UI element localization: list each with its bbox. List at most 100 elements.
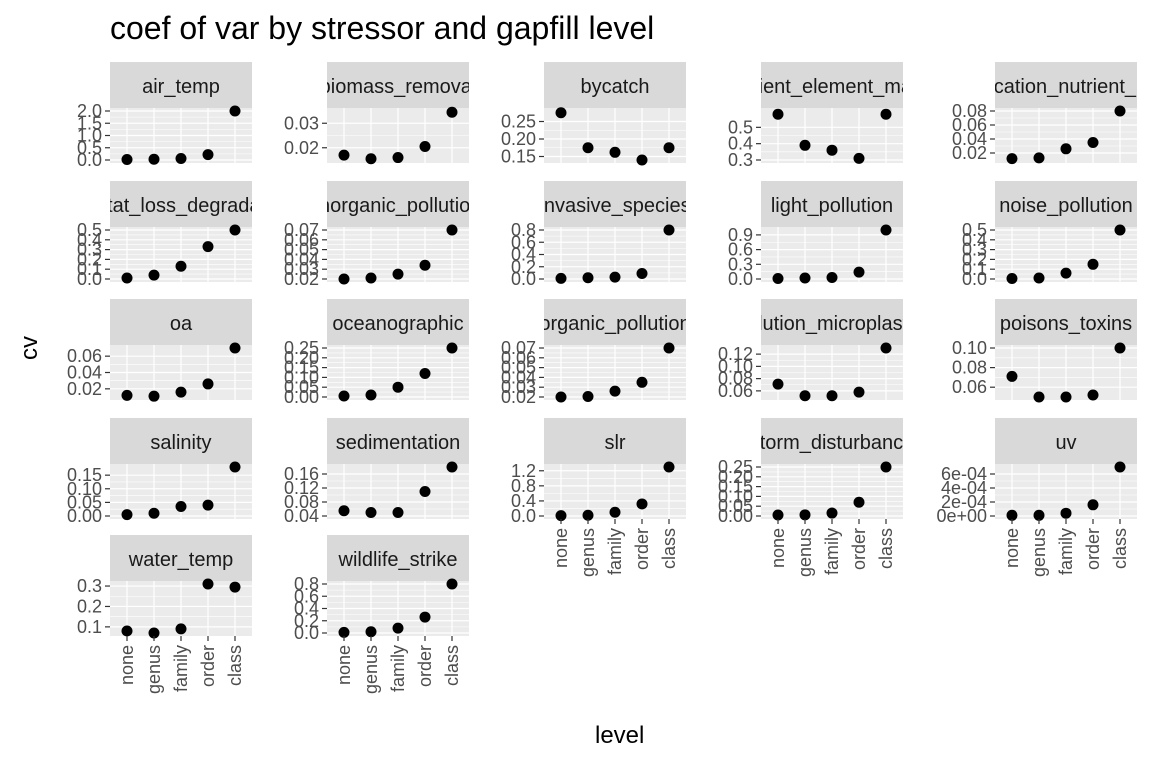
x-tick-label: none bbox=[117, 645, 137, 685]
y-tick-label: 0.8 bbox=[511, 476, 536, 496]
data-point bbox=[582, 391, 594, 403]
data-point bbox=[799, 509, 811, 521]
data-point bbox=[609, 146, 621, 158]
y-tick-label: 0.0 bbox=[77, 150, 102, 170]
y-tick-label: 0.6 bbox=[511, 232, 536, 252]
x-tick-label: none bbox=[1002, 528, 1022, 568]
y-tick-label: 2e-04 bbox=[941, 492, 987, 512]
facet-panel: inorganic_pollution 0.020.030.040.050.060… bbox=[284, 181, 469, 289]
data-point bbox=[1087, 389, 1099, 401]
data-point bbox=[121, 389, 133, 401]
y-tick-label: 0.12 bbox=[284, 478, 319, 498]
x-tick-label: family bbox=[605, 528, 625, 575]
data-point bbox=[853, 386, 865, 398]
x-tick-label: order bbox=[632, 528, 652, 570]
y-tick-label: 0.00 bbox=[67, 506, 102, 526]
y-tick-label: 0.1 bbox=[77, 617, 102, 637]
y-tick-label: 0.6 bbox=[294, 586, 319, 606]
y-tick-label: 0.5 bbox=[728, 117, 753, 137]
y-tick-label: 0.12 bbox=[718, 344, 753, 364]
y-tick-label: 0.06 bbox=[952, 377, 987, 397]
data-point bbox=[338, 149, 350, 161]
facet-panel: water_temp 0.10.20.3 none genus family order c… bbox=[77, 535, 252, 694]
chart-title: coef of var by stressor and gapfill leve… bbox=[110, 10, 655, 46]
facet-panel: organic_pollution 0.020.030.040.050.060.0… bbox=[501, 299, 690, 407]
data-point bbox=[555, 272, 567, 284]
facet-panel: air_temp 0.00.51.01.52.0 bbox=[77, 62, 252, 170]
y-tick-label: 0.00 bbox=[718, 506, 753, 526]
y-tick-label: 0.05 bbox=[718, 496, 753, 516]
data-point bbox=[202, 241, 214, 253]
y-tick-label: 0.10 bbox=[67, 479, 102, 499]
y-tick-label: 1.0 bbox=[77, 126, 102, 146]
x-tick-label: order bbox=[198, 645, 218, 687]
y-tick-label: 0.03 bbox=[284, 259, 319, 279]
data-point bbox=[1006, 509, 1018, 521]
facet-panel: nutrient_element_macro 0.30.40.5 bbox=[728, 62, 903, 170]
data-point bbox=[1114, 461, 1126, 473]
facet-strip-label: habitat_loss_degradation bbox=[69, 195, 293, 217]
x-tick-label: genus bbox=[578, 528, 598, 577]
data-point bbox=[826, 390, 838, 402]
x-tick-label: family bbox=[1056, 528, 1076, 575]
data-point bbox=[338, 626, 350, 638]
data-point bbox=[121, 509, 133, 521]
facet-panel: noise_pollution 0.00.10.20.30.40.5 bbox=[962, 181, 1137, 289]
data-point bbox=[772, 509, 784, 521]
data-point bbox=[148, 390, 160, 402]
data-point bbox=[1060, 391, 1072, 403]
data-point bbox=[446, 461, 458, 473]
data-point bbox=[1060, 507, 1072, 519]
x-tick-label: none bbox=[768, 528, 788, 568]
data-point bbox=[772, 108, 784, 120]
data-point bbox=[338, 273, 350, 285]
data-point bbox=[555, 107, 567, 119]
facet-strip bbox=[544, 62, 686, 108]
y-tick-label: 0.20 bbox=[284, 348, 319, 368]
facet-strip-label: uv bbox=[1055, 432, 1076, 454]
y-tick-label: 0.4 bbox=[728, 134, 753, 154]
x-tick-label: genus bbox=[795, 528, 815, 577]
facet-panel: salinity 0.000.050.100.15 bbox=[67, 418, 252, 526]
y-tick-label: 0.3 bbox=[728, 254, 753, 274]
facet-panel: oceanographic 0.000.050.100.150.200.25 bbox=[284, 299, 469, 407]
y-tick-label: 0.10 bbox=[718, 356, 753, 376]
y-tick-label: 0.08 bbox=[718, 369, 753, 389]
facet-strip-label: invasive_species bbox=[539, 195, 690, 217]
facet-strip-label: oceanographic bbox=[332, 313, 463, 335]
data-point bbox=[338, 505, 350, 517]
y-tick-label: 0.02 bbox=[284, 269, 319, 289]
x-tick-label: genus bbox=[144, 645, 164, 694]
y-tick-label: 0.25 bbox=[501, 112, 536, 132]
y-tick-label: 0.02 bbox=[501, 387, 536, 407]
data-point bbox=[1060, 143, 1072, 155]
y-tick-label: 0.0 bbox=[511, 506, 536, 526]
facet-strip-label: wildlife_strike bbox=[338, 549, 458, 571]
facet-panel: poisons_toxins 0.060.080.10 bbox=[952, 299, 1137, 403]
facet-panel: eutrophication_nutrient_pollution0.020.0… bbox=[952, 62, 1137, 165]
data-point bbox=[365, 389, 377, 401]
data-point bbox=[799, 272, 811, 284]
y-tick-label: 0.4 bbox=[77, 230, 102, 250]
x-tick-label: genus bbox=[361, 645, 381, 694]
data-point bbox=[229, 461, 241, 473]
data-point bbox=[148, 507, 160, 519]
facet-strip bbox=[327, 62, 469, 108]
facet-panel: wildlife_strike 0.00.20.40.60.8 none genus f… bbox=[294, 535, 469, 694]
facet-strip-label: slr bbox=[604, 432, 625, 454]
data-point bbox=[175, 500, 187, 512]
y-tick-label: 0.2 bbox=[962, 249, 987, 269]
data-point bbox=[609, 271, 621, 283]
data-point bbox=[772, 378, 784, 390]
y-tick-label: 0.05 bbox=[67, 492, 102, 512]
facet-strip-label: organic_pollution bbox=[539, 313, 690, 335]
data-point bbox=[636, 376, 648, 388]
data-point bbox=[799, 390, 811, 402]
data-point bbox=[392, 507, 404, 518]
x-tick-label: order bbox=[849, 528, 869, 570]
y-tick-label: 0.20 bbox=[501, 129, 536, 149]
data-point bbox=[1033, 509, 1045, 521]
y-tick-label: 0.04 bbox=[284, 249, 319, 269]
data-point bbox=[663, 142, 675, 154]
x-tick-label: class bbox=[659, 528, 679, 569]
